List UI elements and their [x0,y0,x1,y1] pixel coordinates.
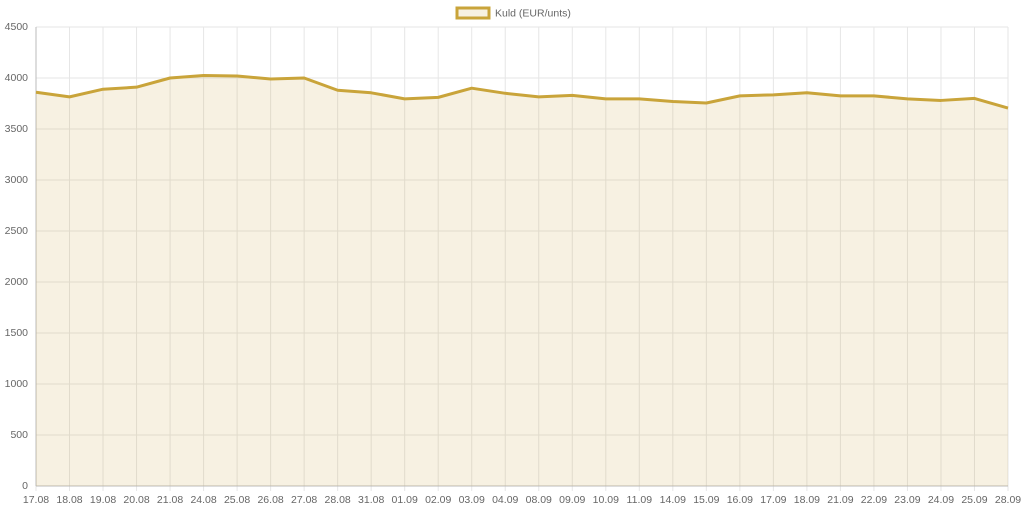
y-tick-label: 3500 [5,123,29,135]
x-tick-label: 16.09 [727,494,753,506]
x-tick-label: 22.09 [861,494,887,506]
y-tick-label: 4500 [5,21,29,33]
x-tick-label: 01.09 [392,494,418,506]
legend-swatch [455,6,491,20]
x-tick-label: 19.08 [90,494,116,506]
x-tick-label: 04.09 [492,494,518,506]
x-tick-label: 25.08 [224,494,250,506]
y-tick-label: 500 [10,429,28,441]
x-tick-label: 08.09 [526,494,552,506]
x-tick-label: 11.09 [627,494,653,506]
y-tick-label: 2500 [5,225,29,237]
x-tick-label: 10.09 [593,494,619,506]
x-tick-label: 28.08 [325,494,351,506]
x-tick-label: 31.08 [358,494,384,506]
line [35,73,1009,110]
x-tick-label: 25.09 [961,494,987,506]
x-tick-label: 23.09 [894,494,920,506]
y-tick-label: 4000 [5,72,29,84]
x-tick-label: 21.09 [827,494,853,506]
x-tick-label: 18.08 [56,494,82,506]
x-tick-label: 09.09 [559,494,585,506]
x-tick-label: 24.08 [190,494,216,506]
x-tick-label: 15.09 [693,494,719,506]
x-tick-label: 24.09 [928,494,954,506]
y-tick-label: 0 [22,480,28,492]
x-tick-label: 27.08 [291,494,317,506]
area [36,75,1008,486]
x-tick-label: 17.08 [23,494,49,506]
x-tick-label: 18.09 [794,494,820,506]
y-tick-label: 1500 [5,327,29,339]
x-tick-label: 28.09 [995,494,1021,506]
legend-label: Kuld (EUR/unts) [495,7,571,19]
x-tick-label: 17.09 [760,494,786,506]
y-tick-label: 2000 [5,276,29,288]
y-tick-label: 1000 [5,378,29,390]
x-tick-label: 26.08 [257,494,283,506]
x-tick-label: 21.08 [157,494,183,506]
y-tick-label: 3000 [5,174,29,186]
x-tick-label: 14.09 [660,494,686,506]
x-tick-label: 20.08 [123,494,149,506]
x-tick-label: 02.09 [425,494,451,506]
x-tick-label: 03.09 [459,494,485,506]
